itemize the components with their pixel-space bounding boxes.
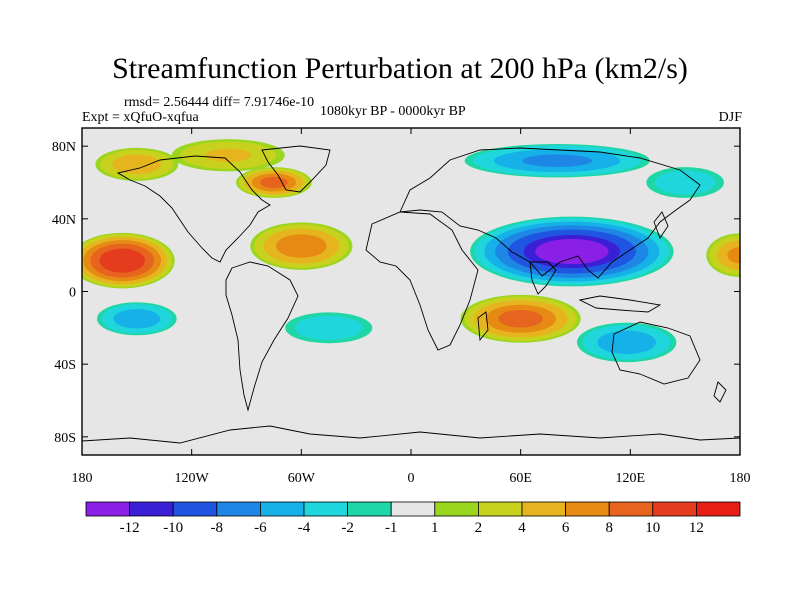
contour-band: [498, 309, 543, 328]
colorbar-swatch: [434, 501, 479, 517]
y-tick-label: 0: [69, 286, 76, 301]
stats-label: rmsd= 2.56444 diff= 7.91746e-10: [124, 95, 315, 110]
colorbar-label: -4: [298, 520, 311, 536]
y-tick-label: 40N: [52, 213, 76, 228]
colorbar-swatch: [216, 501, 261, 517]
map-background: [82, 128, 740, 455]
y-tick-label: 80N: [52, 140, 76, 155]
contour-band: [205, 148, 252, 162]
colorbar-swatch: [565, 501, 610, 517]
coast-south-america: [225, 261, 299, 412]
x-tick-label: 60W: [288, 471, 316, 486]
colorbar-label: -10: [163, 520, 183, 536]
coast-japan: [653, 211, 669, 239]
x-tick-label: 60E: [509, 471, 532, 486]
coast-north-america: [116, 155, 271, 263]
colorbar-label: -8: [211, 520, 224, 536]
contour-band: [307, 320, 350, 336]
colorbar-swatch: [129, 501, 174, 517]
colorbar-swatch: [477, 501, 523, 517]
colorbar-label: -2: [341, 520, 354, 536]
colorbar-label: 1: [431, 520, 439, 536]
contour-band: [607, 334, 646, 350]
colorbar-swatch: [259, 501, 305, 517]
coast-madagascar: [477, 311, 489, 342]
colorbar-swatch: [608, 501, 654, 517]
coast-australia: [611, 321, 701, 385]
x-tick-label: 120E: [616, 471, 646, 486]
coastlines: [82, 145, 740, 444]
coast-indonesia: [578, 295, 662, 313]
contour-band: [727, 246, 740, 264]
contour-band: [535, 238, 609, 265]
coast-new-zealand: [713, 381, 727, 403]
colorbar-swatch: [521, 501, 566, 517]
x-tick-label: 120W: [175, 471, 210, 486]
colorbar-label: 2: [475, 520, 483, 536]
colorbar-swatch: [303, 501, 348, 517]
colorbar-swatch: [347, 501, 392, 517]
coast-eurasia: [399, 147, 701, 279]
period-label: 1080kyr BP - 0000kyr BP: [320, 104, 466, 119]
colorbar-label: 4: [518, 520, 526, 536]
colorbar-label: -1: [385, 520, 398, 536]
contour-band: [666, 175, 704, 190]
colorbar-label: 8: [605, 520, 613, 536]
axes: 180 120W 60W 0 60E 120E 180 80N 40N 0 40S 80S: [52, 128, 751, 486]
chart-title: Streamfunction Perturbation at 200 hPa (…: [112, 52, 688, 85]
colorbar-label: -6: [254, 520, 267, 536]
colorbar-label: 10: [645, 520, 660, 536]
colorbar-swatch: [172, 501, 218, 517]
contour-band: [121, 158, 153, 171]
colorbar-swatch: [85, 501, 130, 517]
colorbar-swatch: [696, 501, 741, 517]
colorbar-label: -12: [120, 520, 140, 536]
season-label: DJF: [718, 110, 742, 125]
x-tick-label: 180: [72, 471, 93, 486]
coast-greenland: [261, 145, 331, 193]
coast-antarctica: [82, 425, 740, 444]
colorbar: -12 -10 -8 -6 -4 -2 -1 1 2 4 6 8 10 12: [85, 501, 741, 536]
experiment-label: Expt = xQfuO-xqfua: [82, 110, 199, 125]
contour-band: [522, 154, 593, 167]
x-tick-label: 180: [730, 471, 751, 486]
coast-india: [529, 261, 557, 295]
colorbar-label: 6: [562, 520, 570, 536]
contour-band: [121, 312, 153, 326]
contour-band: [103, 250, 142, 271]
colorbar-swatch: [390, 501, 436, 517]
colorbar-label: 12: [689, 520, 704, 536]
coast-africa: [365, 211, 479, 351]
y-tick-label: 80S: [54, 431, 76, 446]
y-tick-label: 40S: [54, 358, 76, 373]
x-tick-label: 0: [408, 471, 415, 486]
contour-band: [282, 237, 321, 255]
colorbar-swatch: [652, 501, 697, 517]
